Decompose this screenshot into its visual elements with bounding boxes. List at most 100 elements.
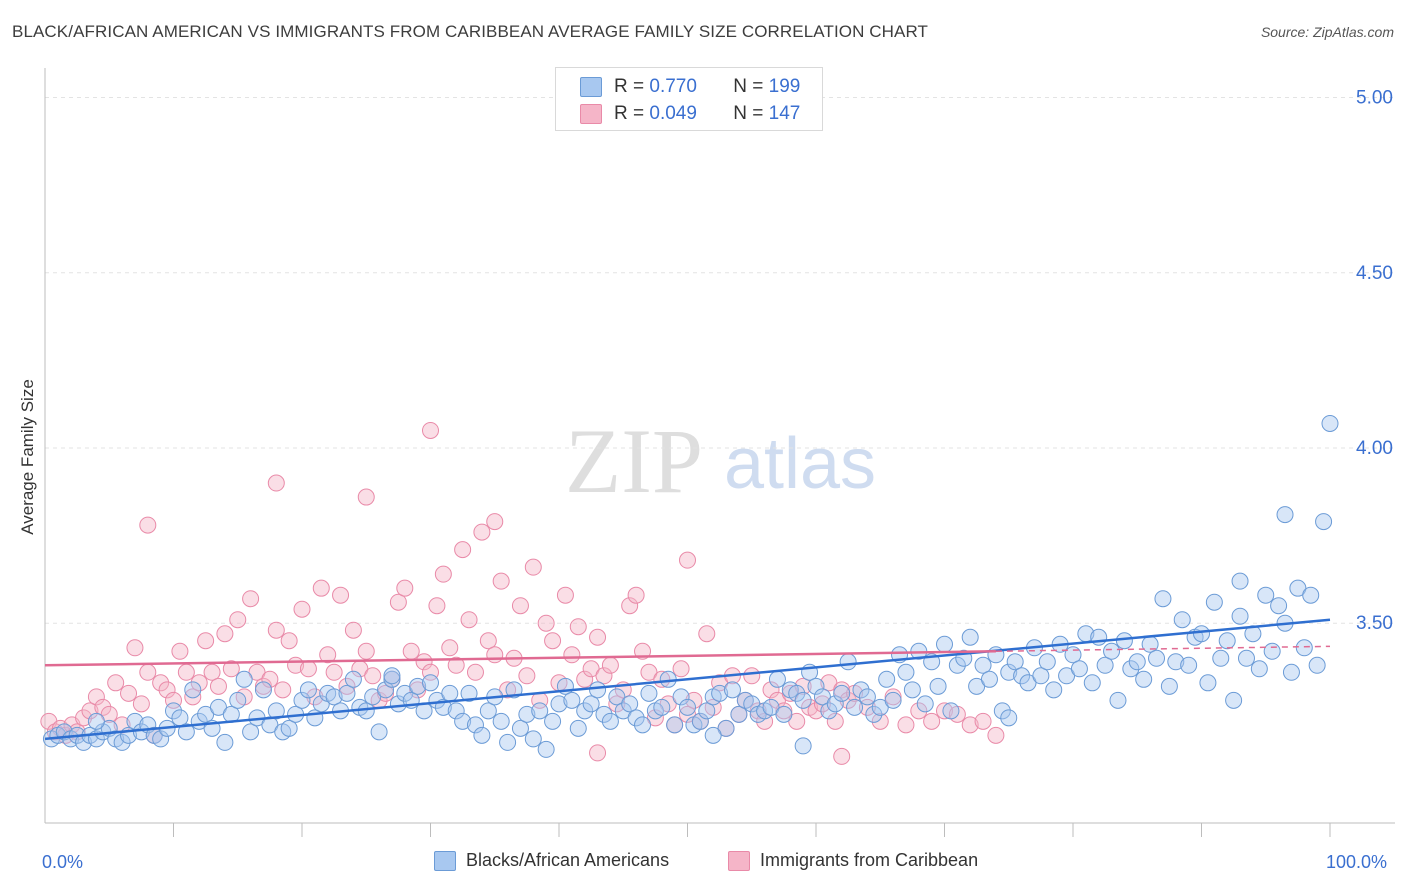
legend-n-value: 199 (768, 76, 801, 97)
data-point-caribbean (910, 702, 928, 720)
legend-item-caribbean: Immigrants from Caribbean (728, 850, 978, 871)
trend-lines (44, 618, 1331, 741)
data-point-black (1148, 649, 1166, 667)
data-point-black (813, 688, 831, 706)
legend-n-value: 147 (768, 103, 801, 124)
data-point-black (209, 698, 227, 716)
data-point-black (312, 695, 330, 713)
data-point-caribbean (556, 586, 574, 604)
data-point-caribbean (781, 684, 799, 702)
data-point-caribbean (158, 681, 176, 699)
data-point-black (903, 681, 921, 699)
data-point-black (563, 691, 581, 709)
data-point-black (409, 677, 427, 695)
data-point-caribbean (486, 646, 504, 664)
data-point-black (993, 702, 1011, 720)
data-point-caribbean (254, 677, 272, 695)
data-point-caribbean (884, 688, 902, 706)
data-point-black (839, 653, 857, 671)
data-point-caribbean (184, 688, 202, 706)
data-point-black (1103, 642, 1121, 660)
data-point-caribbean (364, 667, 382, 685)
data-point-caribbean (75, 709, 93, 727)
data-point-caribbean (672, 660, 690, 678)
data-point-black (672, 688, 690, 706)
y-axis-label: Average Family Size (18, 379, 37, 535)
data-point-caribbean (280, 632, 298, 650)
data-point-black (634, 716, 652, 734)
data-point-caribbean (826, 712, 844, 730)
data-point-black (544, 712, 562, 730)
data-point-black (396, 684, 414, 702)
correlation-legend: R = 0.770 N = 199 R = 0.049 N = 147 (555, 67, 823, 131)
data-point-caribbean (820, 674, 838, 692)
data-point-black (1013, 667, 1031, 685)
data-point-caribbean (794, 677, 812, 695)
data-point-caribbean (563, 646, 581, 664)
data-point-caribbean (132, 695, 150, 713)
data-point-black (235, 670, 253, 688)
data-point-caribbean (402, 642, 420, 660)
data-point-black (794, 737, 812, 755)
data-point-black (1115, 632, 1133, 650)
data-point-black (1308, 656, 1326, 674)
data-point-black (1154, 590, 1172, 608)
data-point-black (871, 698, 889, 716)
data-point-caribbean (499, 681, 517, 699)
data-point-black (627, 709, 645, 727)
data-point-black (389, 695, 407, 713)
data-point-caribbean (171, 642, 189, 660)
data-point-caribbean (209, 677, 227, 695)
data-point-caribbean (897, 716, 915, 734)
watermark-atlas: atlas (724, 424, 876, 504)
data-point-black (846, 698, 864, 716)
data-point-black (229, 691, 247, 709)
data-point-caribbean (357, 488, 375, 506)
data-point-black (216, 733, 234, 751)
data-point-caribbean (486, 513, 504, 531)
data-point-black (1212, 649, 1230, 667)
data-point-caribbean (524, 558, 542, 576)
data-point-black (826, 695, 844, 713)
data-point-caribbean (100, 705, 118, 723)
data-point-black (762, 698, 780, 716)
data-point-caribbean (409, 681, 427, 699)
data-point-caribbean (813, 695, 831, 713)
data-point-black (1250, 660, 1268, 678)
data-point-caribbean (248, 663, 266, 681)
data-point-black (961, 628, 979, 646)
data-point-black (698, 702, 716, 720)
data-point-black (473, 726, 491, 744)
data-point-black (1218, 632, 1236, 650)
trend-line-caribbean-extension (995, 645, 1331, 653)
data-point-caribbean (473, 523, 491, 541)
data-point-caribbean (839, 691, 857, 709)
data-point-black (1282, 663, 1300, 681)
data-point-black (1019, 674, 1037, 692)
data-point-caribbean (923, 712, 941, 730)
data-point-black (550, 695, 568, 713)
data-point-black (621, 695, 639, 713)
data-point-black (254, 681, 272, 699)
data-point-black (1006, 653, 1024, 671)
data-point-black (595, 705, 613, 723)
data-point-black (447, 702, 465, 720)
data-point-black (197, 705, 215, 723)
data-point-caribbean (107, 674, 125, 692)
data-point-black (1180, 656, 1198, 674)
data-point-black (87, 712, 105, 730)
data-point-caribbean (267, 621, 285, 639)
data-point-black (1257, 586, 1275, 604)
data-point-black (466, 716, 484, 734)
trend-line-black (44, 618, 1331, 741)
data-point-caribbean (242, 590, 260, 608)
data-point-black (177, 723, 195, 741)
data-point-caribbean (576, 670, 594, 688)
legend-r-value: 0.770 (649, 76, 697, 97)
data-point-caribbean (415, 653, 433, 671)
data-point-caribbean (768, 691, 786, 709)
data-point-caribbean (698, 625, 716, 643)
data-point-black (1058, 667, 1076, 685)
data-point-black (1000, 663, 1018, 681)
data-point-black (775, 705, 793, 723)
